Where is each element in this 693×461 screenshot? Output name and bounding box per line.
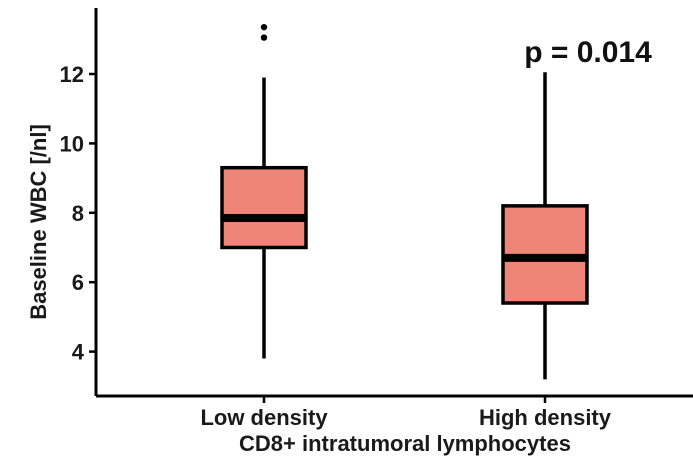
p-value-annotation: p = 0.014 (524, 36, 652, 69)
y-tick-label: 6 (72, 270, 84, 295)
box-high-density (501, 72, 589, 380)
x-axis-title: CD8+ intratumoral lymphocytes (239, 431, 571, 456)
x-tick-label: High density (479, 405, 612, 430)
y-ticks: 4 6 8 10 12 (60, 62, 96, 365)
y-axis-title: Baseline WBC [/nl] (26, 124, 51, 320)
y-tick-label: 12 (60, 62, 84, 87)
iqr-box (220, 165, 308, 250)
x-tick-label: Low density (200, 405, 328, 430)
y-tick-label: 10 (60, 131, 84, 156)
box-low-density (220, 23, 308, 359)
x-axis: Low density High density (96, 394, 693, 430)
x-ticks: Low density High density (200, 396, 612, 430)
y-tick-label: 8 (72, 201, 84, 226)
outlier-point (260, 23, 268, 31)
y-tick-label: 4 (72, 340, 85, 365)
boxes (220, 23, 589, 380)
y-axis: 4 6 8 10 12 (60, 8, 98, 396)
outlier-point (260, 34, 268, 41)
